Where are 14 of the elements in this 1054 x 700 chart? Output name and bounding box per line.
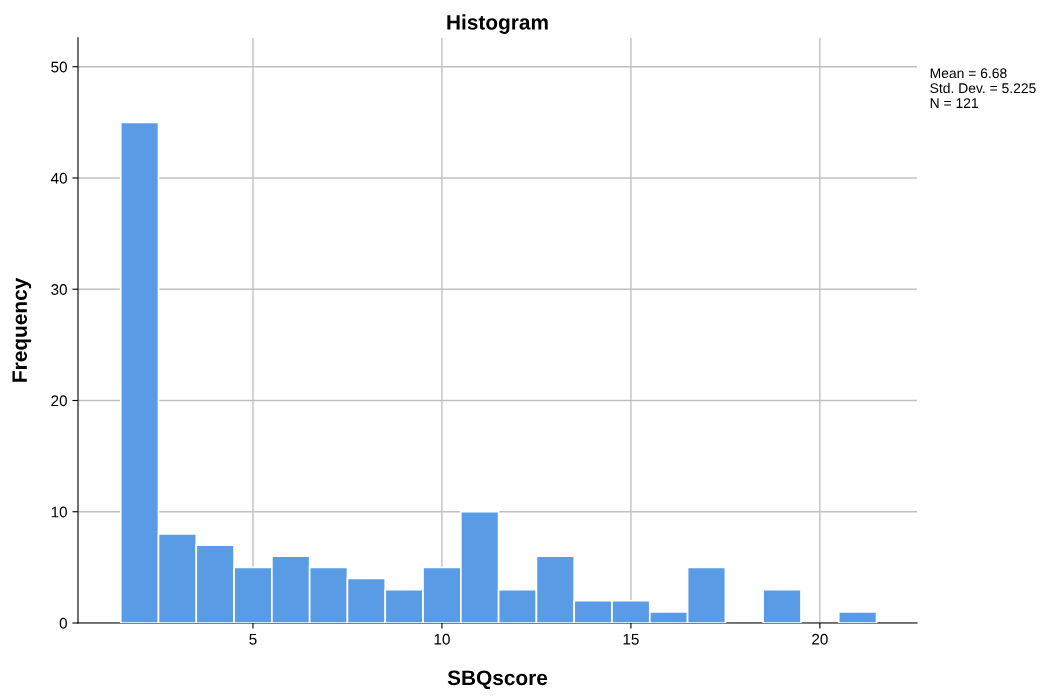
- x-tick-label: 15: [623, 633, 639, 645]
- x-tick-label: 20: [812, 633, 828, 645]
- y-tick-label: 50: [51, 61, 67, 73]
- text: Mean = 6.68 Std. Dev. = 5.225 N = 121: [930, 68, 1036, 108]
- x-axis-title: SBQscore: [447, 670, 548, 690]
- y-tick-label: 0: [59, 617, 67, 629]
- y-tick-label: 20: [51, 395, 67, 407]
- y-tick-label: 10: [51, 506, 67, 518]
- x-tick-label: 5: [249, 633, 257, 645]
- x-tick-label: 10: [434, 633, 450, 645]
- y-tick-label: 30: [51, 284, 67, 295]
- y-axis-title: Frequency: [12, 277, 32, 382]
- y-tick-label: 40: [50, 172, 67, 184]
- chart-title: Histogram: [447, 14, 548, 34]
